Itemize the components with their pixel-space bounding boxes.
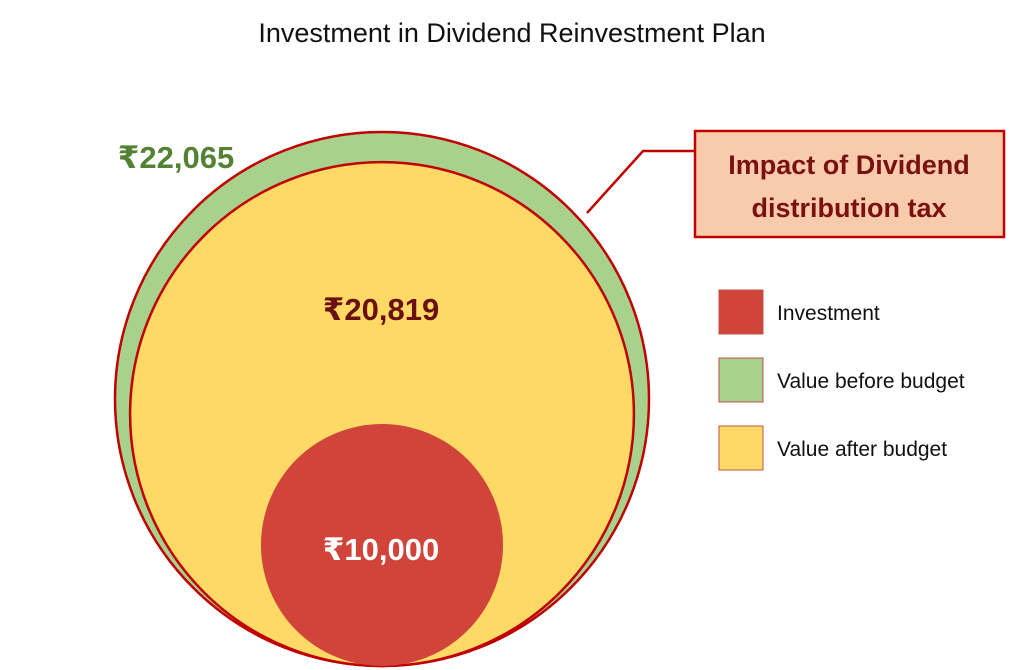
data-label-investment: ₹10,000 xyxy=(323,532,439,567)
callout-leader-line xyxy=(586,149,695,214)
legend-label-value-after-budget: Value after budget xyxy=(777,438,947,461)
legend-label-investment: Investment xyxy=(777,302,880,325)
legend-swatch-investment xyxy=(718,289,764,335)
callout-line-1: Impact of Dividend xyxy=(728,150,970,180)
data-label-value-before-budget: ₹22,065 xyxy=(118,140,234,175)
legend-label-value-before-budget: Value before budget xyxy=(777,370,965,393)
legend-swatch-value-before-budget xyxy=(718,357,764,403)
data-label-value-after-budget: ₹20,819 xyxy=(323,292,439,327)
circle-investment xyxy=(260,423,504,666)
legend-swatch-value-after-budget xyxy=(718,425,764,471)
callout-line-2: distribution tax xyxy=(752,193,947,223)
chart-title: Investment in Dividend Reinvestment Plan xyxy=(258,18,765,48)
callout-box xyxy=(693,129,1006,239)
